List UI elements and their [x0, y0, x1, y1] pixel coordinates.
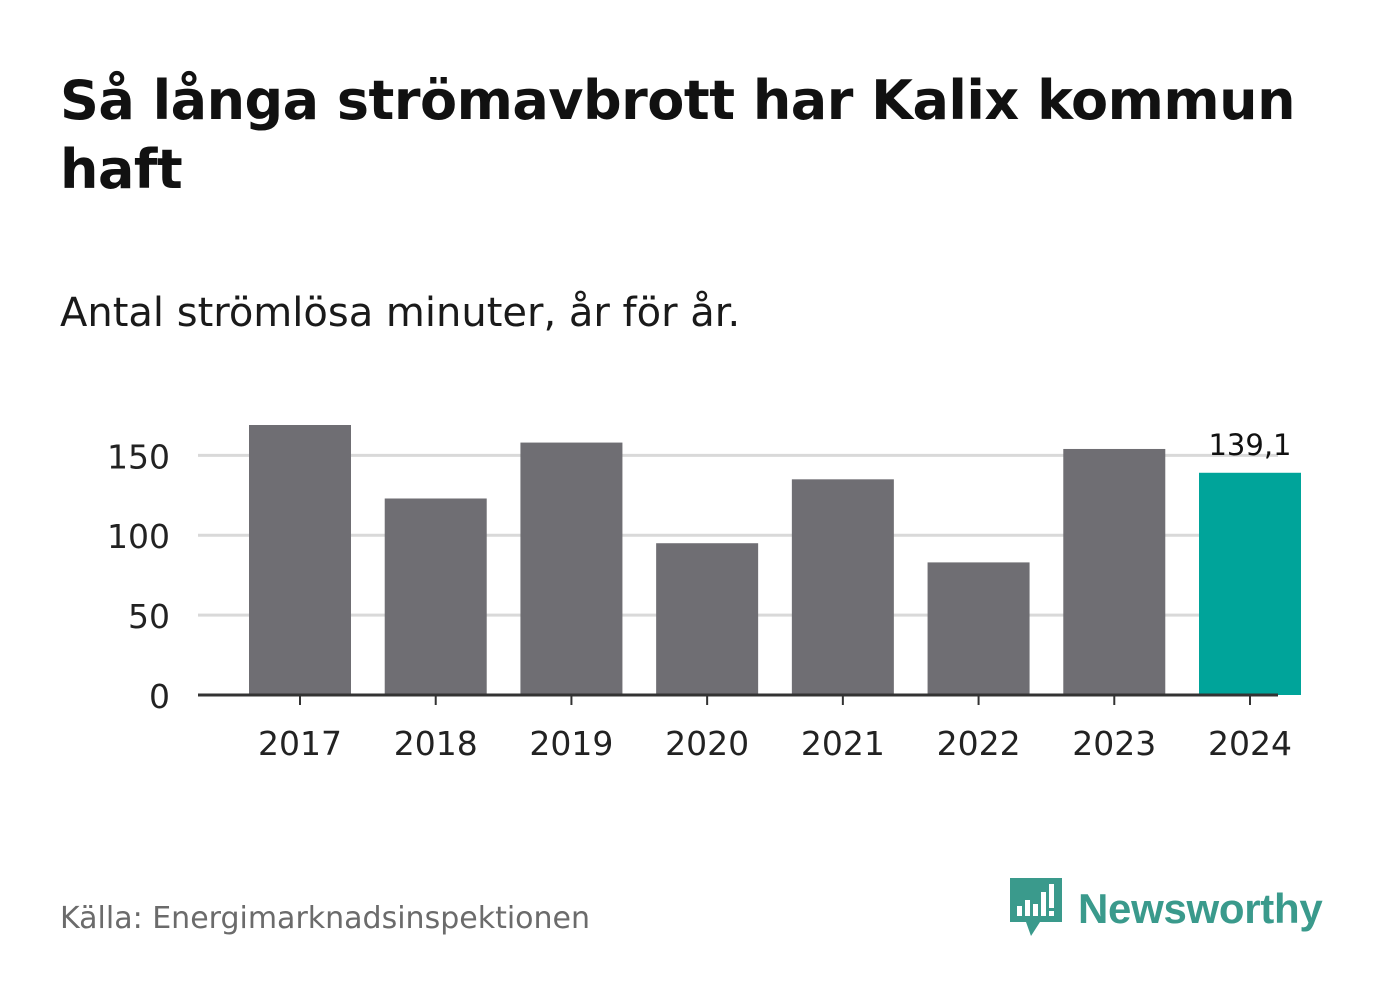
source-note: Källa: Energimarknadsinspektionen — [60, 901, 591, 936]
bar-2021 — [791, 479, 894, 695]
x-tick-label: 2019 — [529, 724, 613, 763]
y-tick-label: 0 — [149, 677, 170, 716]
y-tick-label: 150 — [107, 437, 170, 476]
bar-2024 — [1199, 472, 1301, 695]
x-tick-label: 2018 — [394, 724, 478, 763]
bar-2018 — [384, 498, 487, 695]
chart-title: Så långa strömavbrott har Kalix kommun h… — [60, 69, 1296, 201]
y-axis-ticks: 0 50 100 150 — [107, 437, 170, 716]
bar-2022 — [927, 562, 1030, 695]
bar-2019 — [520, 442, 623, 695]
brand-logo: Newsworthy — [1010, 878, 1323, 940]
bar-chart: 139,1 0 50 100 150 2017 2018 2019 2020 2021 2022… — [107, 425, 1301, 763]
newsworthy-logo-icon — [1010, 878, 1062, 936]
x-tick-label: 2022 — [937, 724, 1021, 763]
bar-2017 — [249, 425, 351, 695]
x-axis-ticks: 2017 2018 2019 2020 2021 2022 2023 2024 — [258, 695, 1292, 763]
bar-2020 — [656, 543, 759, 695]
y-tick-label: 50 — [128, 597, 170, 636]
bar-2023 — [1063, 448, 1166, 695]
x-tick-label: 2024 — [1208, 724, 1292, 763]
x-tick-label: 2023 — [1072, 724, 1156, 763]
x-tick-label: 2017 — [258, 724, 342, 763]
chart-subtitle: Antal strömlösa minuter, år för år. — [60, 290, 741, 336]
y-tick-label: 100 — [107, 517, 170, 556]
data-labels: 139,1 — [1208, 428, 1291, 462]
bars — [249, 425, 1301, 695]
data-label: 139,1 — [1208, 428, 1291, 462]
x-tick-label: 2021 — [801, 724, 885, 763]
x-tick-label: 2020 — [665, 724, 749, 763]
brand-name: Newsworthy — [1078, 885, 1323, 932]
